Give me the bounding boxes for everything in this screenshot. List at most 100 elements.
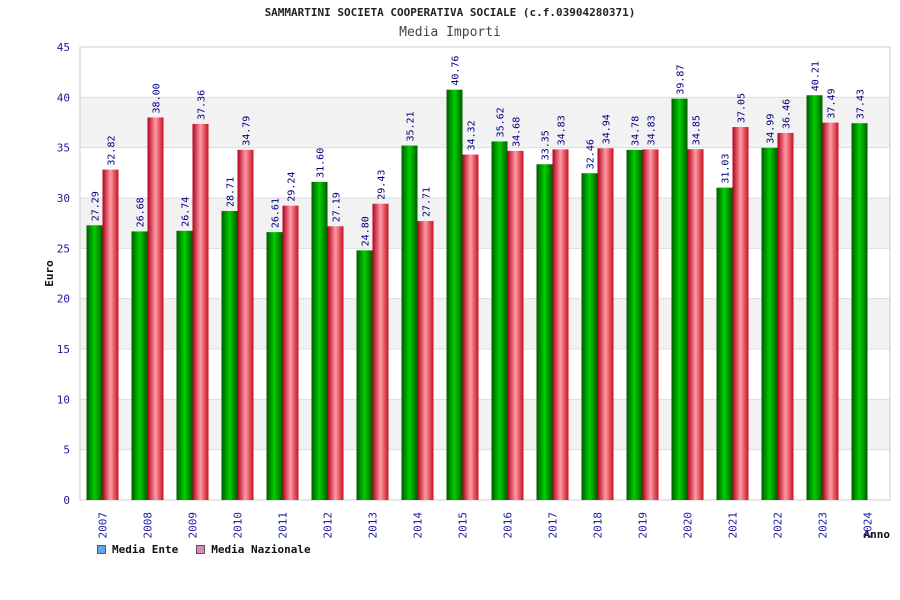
grid-band [80, 198, 890, 249]
bar-ente [491, 141, 508, 500]
bar-nazionale [372, 203, 389, 500]
bar-nazionale [552, 149, 569, 501]
bar-nazionale [237, 149, 254, 500]
x-tick-label: 2007 [97, 512, 110, 539]
y-tick-label: 40 [57, 91, 70, 104]
data-label: 27.19 [332, 192, 343, 222]
data-label: 34.79 [242, 116, 253, 146]
bar-ente [266, 232, 283, 500]
bar-ente [851, 123, 868, 501]
bar-ente [311, 181, 328, 501]
bar-ente [536, 164, 553, 500]
data-label: 29.24 [287, 172, 298, 202]
data-label: 38.00 [152, 83, 163, 113]
bar-nazionale [597, 148, 614, 500]
y-tick-label: 15 [57, 343, 70, 356]
legend-label-nazionale: Media Nazionale [211, 543, 311, 556]
bar-ente [221, 210, 238, 500]
grid-band [80, 97, 890, 148]
y-tick-label: 25 [57, 242, 70, 255]
y-axis-label: Euro [43, 260, 56, 287]
bar-ente [761, 147, 778, 500]
legend-swatch-ente [97, 545, 106, 554]
x-tick-label: 2012 [322, 512, 335, 539]
data-label: 37.43 [856, 89, 867, 119]
data-label: 31.60 [316, 148, 327, 178]
bar-nazionale [327, 226, 344, 500]
chart-subtitle: Media Importi [399, 25, 501, 40]
y-tick-label: 5 [63, 444, 70, 457]
data-label: 40.21 [811, 61, 822, 91]
bar-nazionale [417, 221, 434, 500]
bar-nazionale [192, 123, 209, 500]
grid-band [80, 298, 890, 349]
data-label: 24.80 [361, 216, 372, 246]
data-label: 35.21 [406, 111, 417, 141]
bar-nazionale [777, 132, 794, 500]
data-label: 39.87 [676, 65, 687, 95]
x-tick-label: 2017 [547, 512, 560, 539]
bar-ente [581, 173, 598, 500]
bar-nazionale [822, 122, 839, 500]
chart-title: SAMMARTINI SOCIETA COOPERATIVA SOCIALE (… [264, 6, 636, 19]
data-label: 29.43 [377, 170, 388, 200]
bar-nazionale [507, 150, 524, 500]
x-axis-label: Anno [864, 528, 891, 541]
data-label: 26.61 [271, 198, 282, 228]
data-label: 37.49 [827, 88, 838, 118]
data-label: 34.83 [557, 115, 568, 145]
x-tick-label: 2020 [682, 512, 695, 539]
data-label: 27.71 [422, 187, 433, 217]
data-label: 33.35 [541, 130, 552, 160]
bar-nazionale [687, 149, 704, 500]
x-tick-label: 2013 [367, 512, 380, 539]
bar-ente [356, 250, 373, 500]
data-label: 27.29 [91, 191, 102, 221]
data-label: 34.94 [602, 114, 613, 144]
x-tick-label: 2023 [817, 512, 830, 539]
y-tick-label: 0 [63, 494, 70, 507]
data-label: 34.78 [631, 116, 642, 146]
data-label: 35.62 [496, 107, 507, 137]
x-tick-label: 2014 [412, 512, 425, 539]
x-tick-label: 2024 [862, 512, 875, 539]
legend-item-nazionale: Media Nazionale [196, 543, 311, 556]
x-tick-label: 2009 [187, 512, 200, 539]
x-tick-label: 2022 [772, 512, 785, 539]
bar-nazionale [282, 205, 299, 500]
bar-ente [446, 89, 463, 500]
x-tick-label: 2010 [232, 512, 245, 539]
x-tick-label: 2018 [592, 512, 605, 539]
bar-ente [401, 145, 418, 500]
data-label: 34.32 [467, 120, 478, 150]
bar-nazionale [462, 154, 479, 500]
bar-ente [86, 225, 103, 500]
data-label: 28.71 [226, 177, 237, 207]
y-tick-label: 20 [57, 293, 70, 306]
x-tick-label: 2008 [142, 512, 155, 539]
x-tick-label: 2016 [502, 512, 515, 539]
legend: Media Ente Media Nazionale [97, 543, 311, 556]
y-tick-label: 10 [57, 393, 70, 406]
x-tick-label: 2015 [457, 512, 470, 539]
bar-nazionale [147, 117, 164, 500]
legend-item-ente: Media Ente [97, 543, 178, 556]
data-label: 36.46 [782, 99, 793, 129]
data-label: 34.85 [692, 115, 703, 145]
data-label: 31.03 [721, 154, 732, 184]
bar-ente [176, 230, 193, 501]
x-tick-label: 2011 [277, 512, 290, 539]
bar-nazionale [732, 127, 749, 500]
bar-ente [716, 187, 733, 500]
x-tick-label: 2021 [727, 512, 740, 539]
legend-label-ente: Media Ente [112, 543, 179, 556]
plot-area [79, 46, 891, 501]
y-tick-label: 45 [57, 41, 70, 54]
data-label: 34.83 [647, 115, 658, 145]
bar-ente [806, 95, 823, 500]
data-label: 26.74 [181, 197, 192, 227]
x-tick-label: 2019 [637, 512, 650, 539]
y-tick-label: 30 [57, 192, 70, 205]
y-tick-label: 35 [57, 142, 70, 155]
